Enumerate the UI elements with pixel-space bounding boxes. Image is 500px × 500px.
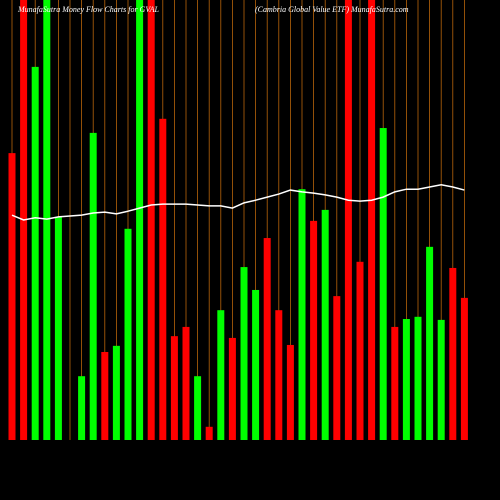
- bar: [147, 0, 155, 440]
- bar: [31, 66, 39, 440]
- chart-title: MunafaSutra Money Flow Charts for GVAL: [17, 5, 160, 14]
- bar: [437, 319, 445, 440]
- bar: [182, 326, 190, 440]
- line: [11, 184, 465, 221]
- bar: [89, 132, 97, 440]
- plot: [8, 0, 468, 441]
- bar: [54, 216, 62, 440]
- bar: [310, 220, 318, 440]
- bar: [286, 344, 294, 440]
- bar: [460, 297, 468, 440]
- bar: [240, 267, 248, 440]
- bar: [391, 326, 399, 440]
- bar: [8, 153, 16, 440]
- bar: [321, 209, 329, 440]
- bar: [263, 238, 271, 440]
- bar: [298, 189, 306, 440]
- bar: [217, 310, 225, 440]
- bar: [449, 267, 457, 440]
- bar: [344, 0, 352, 440]
- bar: [159, 118, 167, 441]
- chart-subtitle: (Cambria Global Value ETF) MunafaSutra.c…: [255, 5, 409, 14]
- bar: [101, 352, 109, 440]
- bar: [228, 337, 236, 440]
- bar: [194, 376, 202, 440]
- bar: [356, 261, 364, 440]
- bar: [402, 319, 410, 440]
- bar: [426, 246, 434, 440]
- bar: [275, 310, 283, 440]
- bar: [252, 289, 260, 440]
- bar: [205, 426, 213, 440]
- bar: [112, 345, 120, 440]
- bar: [43, 0, 51, 440]
- bar: [414, 316, 422, 440]
- bar: [170, 336, 178, 440]
- bar: [368, 0, 376, 440]
- bar: [78, 376, 86, 440]
- bar: [124, 228, 132, 440]
- bar: [333, 296, 341, 440]
- bar: [136, 0, 144, 440]
- bar: [379, 128, 387, 441]
